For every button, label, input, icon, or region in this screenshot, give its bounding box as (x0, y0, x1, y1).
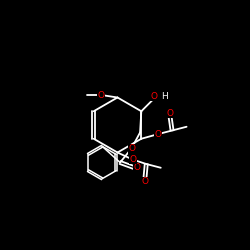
Text: O: O (128, 144, 135, 153)
Text: O: O (166, 108, 173, 118)
Text: O: O (133, 163, 140, 172)
Text: H: H (161, 92, 168, 101)
Text: O: O (142, 177, 148, 186)
Text: O: O (154, 130, 162, 139)
Text: O: O (97, 90, 104, 100)
Text: O: O (130, 155, 136, 164)
Text: O: O (150, 92, 157, 101)
